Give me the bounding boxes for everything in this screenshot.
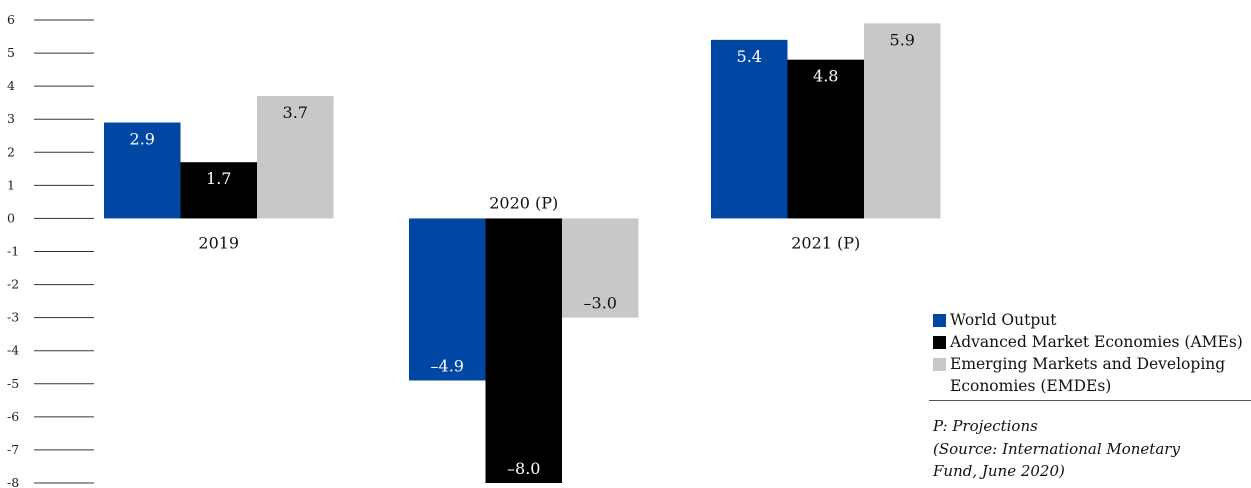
value-labels: 2.9 1.7 3.7 –4.9 –8.0 –3.0 5.4 4.8 5.9 bbox=[130, 30, 915, 478]
source-note: P: Projections (Source: International Mo… bbox=[933, 415, 1251, 483]
legend-label: Emerging Markets and Developing Economie… bbox=[950, 355, 1226, 395]
projection-note: P: Projections bbox=[933, 417, 1038, 435]
legend-item-ames: Advanced Market Economies (AMEs) bbox=[933, 331, 1251, 353]
legend-swatch-emdes bbox=[933, 358, 946, 371]
legend-item-emdes: Emerging Markets and Developing Economie… bbox=[933, 353, 1251, 397]
bar-value-label: 5.9 bbox=[890, 30, 915, 49]
y-tick-label: 1 bbox=[7, 177, 15, 192]
legend: World Output Advanced Market Economies (… bbox=[929, 309, 1251, 483]
y-tick-label: 4 bbox=[7, 78, 15, 93]
y-tick-label: -6 bbox=[7, 409, 19, 424]
legend-swatch-world-output bbox=[933, 314, 946, 327]
legend-divider bbox=[929, 400, 1251, 401]
bar bbox=[562, 218, 639, 318]
y-tick-label: 0 bbox=[7, 210, 15, 225]
y-tick-label: -7 bbox=[7, 442, 19, 457]
bar bbox=[711, 39, 788, 219]
bar bbox=[864, 23, 941, 219]
y-axis: 6 5 4 3 2 1 0 -1 -2 -3 -4 -5 -6 -7 -8 bbox=[7, 12, 94, 488]
y-tick-label: 5 bbox=[7, 45, 15, 60]
y-tick-label: 6 bbox=[7, 12, 15, 27]
y-tick-label: 2 bbox=[7, 144, 15, 159]
bar bbox=[257, 96, 334, 219]
bar bbox=[104, 122, 181, 219]
bars bbox=[104, 23, 941, 483]
bar-value-label: –4.9 bbox=[431, 356, 464, 375]
bar-value-label: 5.4 bbox=[737, 47, 762, 66]
category-labels: 2019 2020 (P) 2021 (P) bbox=[198, 193, 860, 252]
legend-label: World Output bbox=[950, 311, 1057, 329]
y-tick-label: -1 bbox=[7, 244, 19, 259]
legend-item-world-output: World Output bbox=[933, 309, 1251, 331]
source-citation: (Source: International Monetary Fund, Ju… bbox=[933, 439, 1180, 481]
category-label: 2020 (P) bbox=[489, 193, 558, 212]
y-tick-label: -5 bbox=[7, 376, 19, 391]
y-tick-label: -2 bbox=[7, 277, 19, 292]
y-tick-label: 3 bbox=[7, 111, 15, 126]
bar bbox=[180, 162, 257, 219]
y-tick-label: -3 bbox=[7, 310, 19, 325]
bar-value-label: 4.8 bbox=[813, 67, 838, 86]
category-label: 2021 (P) bbox=[791, 233, 860, 252]
bar bbox=[485, 218, 562, 483]
bar bbox=[409, 218, 486, 381]
bar-value-label: –3.0 bbox=[584, 294, 617, 313]
bar-value-label: 1.7 bbox=[206, 169, 231, 188]
bar-value-label: –8.0 bbox=[507, 459, 540, 478]
legend-swatch-ames bbox=[933, 336, 946, 349]
y-tick-label: -4 bbox=[7, 343, 19, 358]
bar bbox=[787, 59, 864, 219]
bar-value-label: 2.9 bbox=[130, 130, 155, 149]
legend-label: Advanced Market Economies (AMEs) bbox=[950, 333, 1243, 351]
category-label: 2019 bbox=[198, 233, 239, 252]
y-tick-label: -8 bbox=[7, 475, 19, 488]
bar-value-label: 3.7 bbox=[283, 103, 308, 122]
